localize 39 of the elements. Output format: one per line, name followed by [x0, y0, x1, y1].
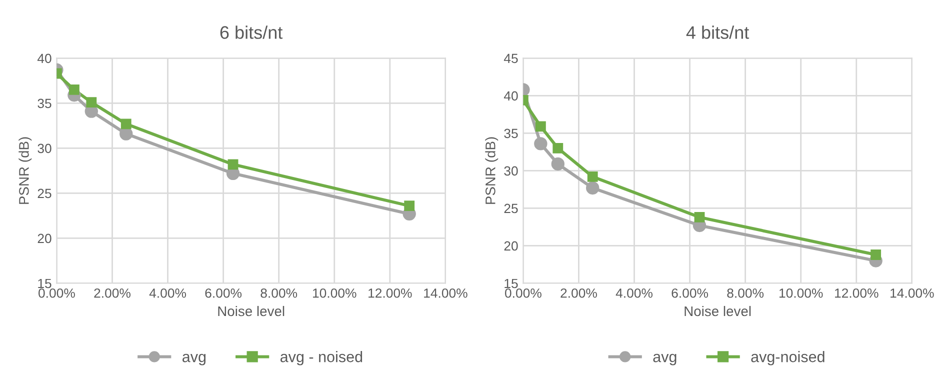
x-axis-title: Noise level: [684, 306, 751, 316]
legend-label: avg: [653, 354, 676, 366]
legend-label: avg: [182, 354, 206, 366]
x-tick-label: 8.00%: [727, 288, 764, 298]
x-tick-label: 4.00%: [149, 288, 186, 298]
y-tick-label: 35: [504, 128, 518, 138]
x-tick-label: 12.00%: [835, 288, 878, 298]
x-tick-label: 6.00%: [205, 288, 242, 298]
legend-label: avg-noised: [751, 351, 824, 366]
y-tick-label: 15: [38, 278, 52, 288]
y-tick-label: 30: [504, 166, 518, 176]
y-tick-label: 40: [37, 54, 52, 64]
chart-title: 4 bits/nt: [686, 26, 750, 39]
y-tick-label: 30: [38, 144, 52, 154]
x-tick-label: 4.00%: [616, 288, 652, 298]
x-tick-label: 2.00%: [94, 288, 130, 298]
y-tick-label: 40: [504, 91, 518, 101]
x-tick-label: 0.00%: [504, 288, 542, 298]
x-tick-label: 0.00%: [38, 288, 75, 298]
x-tick-label: 14.00%: [890, 288, 934, 298]
x-tick-label: 12.00%: [368, 288, 412, 298]
x-tick-label: 10.00%: [779, 288, 823, 298]
x-axis-title: Noise level: [218, 306, 284, 316]
y-tick-label: 25: [504, 204, 518, 214]
x-tick-label: 10.00%: [313, 288, 356, 298]
y-axis-title: PSNR (dB): [18, 137, 32, 204]
legend-label: avg - noised: [280, 351, 362, 366]
x-tick-label: 14.00%: [424, 288, 468, 298]
y-tick-label: 20: [38, 234, 52, 244]
y-tick-label: 20: [504, 241, 518, 251]
y-tick-label: 35: [38, 98, 52, 108]
chart-title: 6 bits/nt: [220, 26, 283, 39]
x-tick-label: 2.00%: [560, 288, 597, 298]
y-tick-label: 25: [38, 188, 52, 198]
y-tick-label: 15: [504, 278, 518, 288]
x-tick-label: 8.00%: [260, 288, 298, 298]
x-tick-label: 6.00%: [672, 288, 708, 298]
y-axis-title: PSNR (dB): [485, 137, 498, 204]
y-tick-label: 45: [504, 54, 518, 64]
